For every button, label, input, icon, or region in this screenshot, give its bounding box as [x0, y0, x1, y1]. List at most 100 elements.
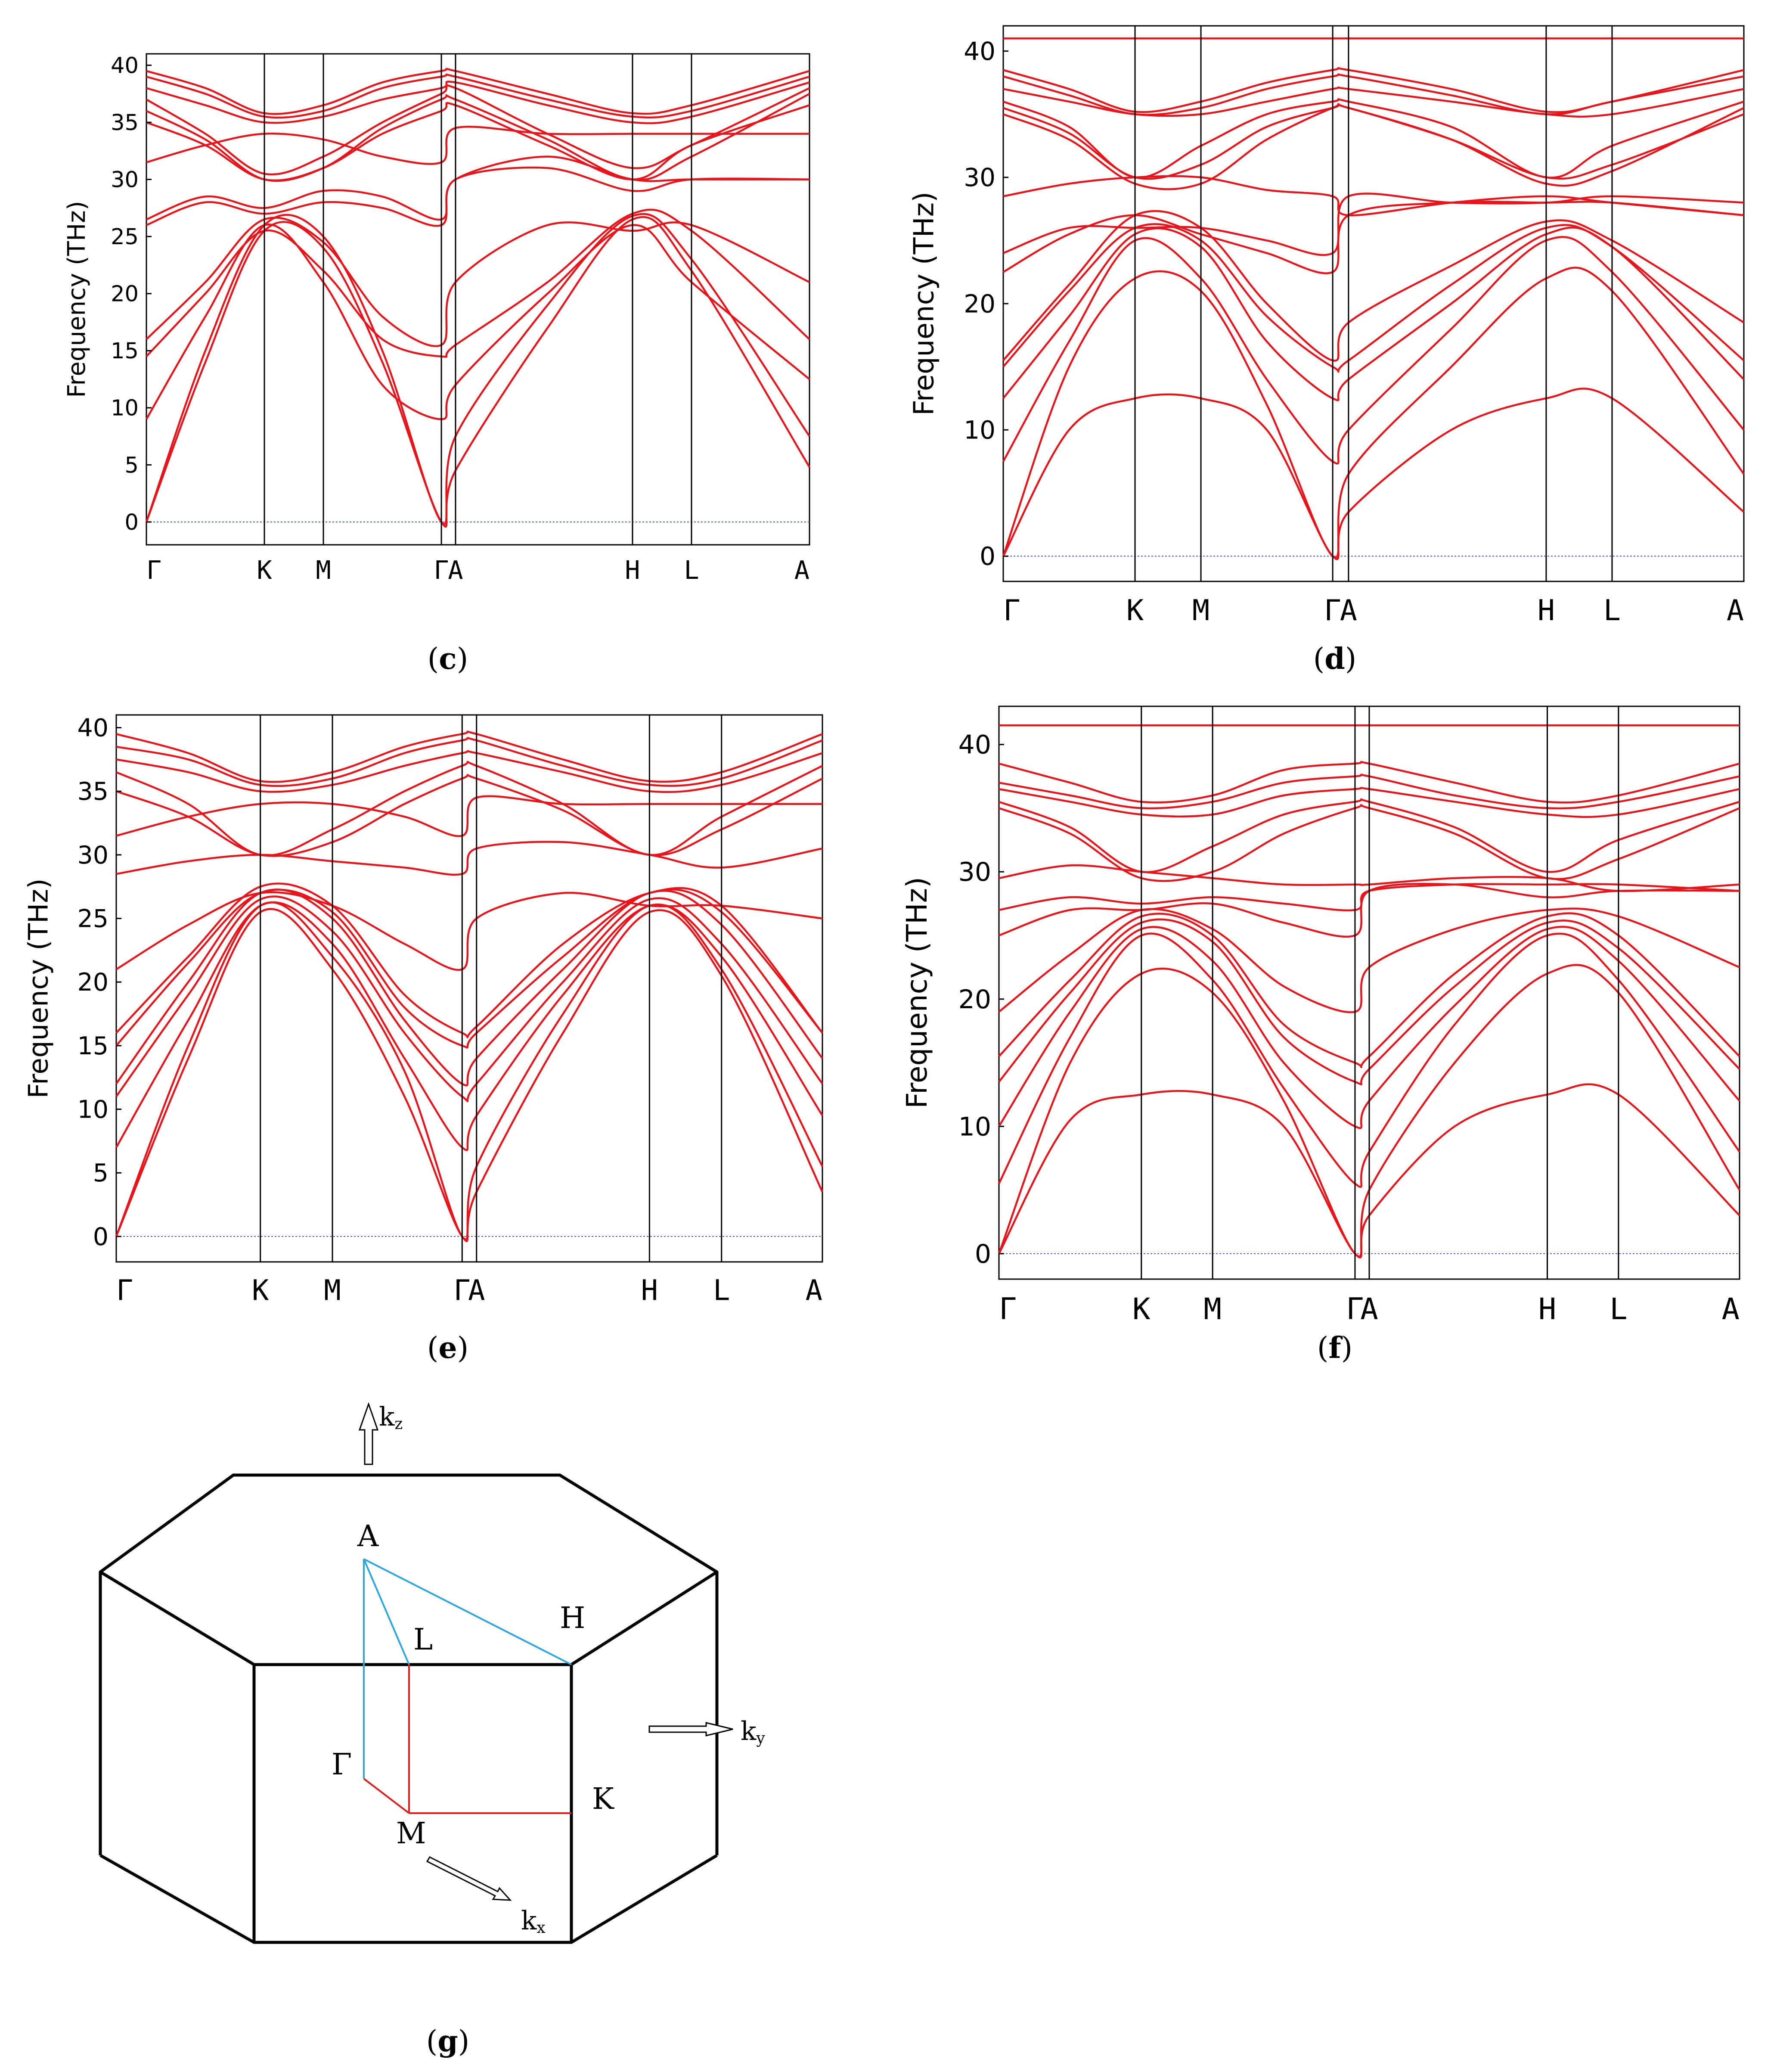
band-branch-6 [146, 166, 810, 227]
y-tick-label: 15 [111, 339, 139, 364]
y-tick-label: 20 [958, 985, 991, 1015]
kpoint-label: A [794, 556, 809, 585]
band-branch-13 [116, 750, 823, 793]
kpoint-label: A [1340, 593, 1357, 627]
band-branch-10 [116, 795, 822, 837]
band-branch-6 [998, 912, 1740, 1068]
kpoint-label: K [252, 1274, 269, 1307]
band-branch-14 [1003, 73, 1744, 116]
kpoint-label: M [316, 556, 331, 585]
kpoint-label: A [1721, 1292, 1740, 1326]
band-branch-11 [999, 804, 1740, 882]
kpoint-label: H [641, 1274, 658, 1307]
y-axis-label: Frequency (THz) [63, 201, 91, 398]
kpoint-label: A [468, 1274, 485, 1307]
label-kx: kx [521, 1906, 546, 1937]
kpoint-label: Γ [1324, 593, 1341, 627]
plot-frame [115, 714, 823, 1263]
kpoint-label: Γ [116, 1274, 133, 1307]
band-acoustic-3 [1002, 236, 1745, 465]
kpoint-label: Γ [146, 556, 161, 585]
band-branch-12 [999, 798, 1740, 873]
y-tick-label: 10 [964, 415, 995, 444]
band-branch-13 [999, 787, 1740, 818]
band-branch-12 [116, 761, 823, 857]
band-branch-6 [1002, 210, 1745, 362]
band-branch-9 [1003, 175, 1744, 217]
kx-arrow-icon [426, 1856, 512, 1901]
band-branch-9 [116, 841, 823, 876]
caption-d: (d) [1313, 642, 1357, 676]
kpoint-label: H [625, 556, 640, 585]
label-H: H [560, 1601, 585, 1635]
path-A-L [363, 1559, 410, 1665]
band-branch-14 [116, 737, 823, 787]
path-A-H [363, 1558, 572, 1665]
brillouin-zone-svg: A L H Γ M K kz ky kx [99, 1402, 765, 1944]
band-acoustic-1 [1002, 388, 1745, 560]
y-tick-label: 20 [964, 289, 995, 318]
y-tick-label: 35 [77, 777, 109, 806]
band-branch-10 [1003, 103, 1744, 190]
y-tick-label: 30 [958, 857, 991, 887]
band-branch-13 [146, 73, 810, 119]
path-Gamma-M [363, 1778, 410, 1814]
kpoint-label: Γ [1003, 593, 1020, 627]
y-tick-label: 0 [980, 542, 995, 571]
caption-g: (g) [426, 2024, 470, 2059]
y-axis-label: Frequency (THz) [909, 192, 940, 416]
kpoint-label: A [1360, 1292, 1378, 1326]
kpoint-label: Γ [999, 1292, 1017, 1326]
kpoint-label: K [1126, 593, 1144, 627]
chart-panel-f: Γ K M Γ A H L A 0 10 20 30 40 Frequency (THz) [900, 693, 1757, 1326]
band-branch-8 [999, 882, 1740, 938]
y-tick-label: 0 [93, 1223, 109, 1251]
band-acoustic-3 [146, 224, 810, 420]
y-tick-label: 25 [77, 905, 109, 933]
kpoint-label: L [684, 556, 699, 585]
kpoint-label: H [1538, 593, 1555, 627]
bz-top-face [99, 1473, 719, 1666]
kpoint-label: Γ [1346, 1292, 1364, 1326]
y-tick-label: 40 [77, 714, 109, 742]
y-tick-label: 20 [111, 282, 139, 307]
kpoint-label: K [257, 556, 272, 585]
kpoint-label: K [1132, 1292, 1151, 1326]
plot-frame [146, 53, 810, 546]
bz-bottom-edges [99, 1854, 718, 1944]
label-kz: kz [379, 1402, 403, 1433]
kpoint-label: M [324, 1274, 341, 1307]
y-tick-label: 40 [111, 53, 139, 78]
band-branch-7 [146, 155, 809, 221]
band-branch-14 [999, 774, 1740, 810]
chart-panel-c: Γ K M Γ A H L A 0 5 10 15 20 25 30 35 40 Frequency (THz) [63, 34, 822, 594]
band-branch-10 [146, 93, 810, 182]
brillouin-zone-diagram: A L H Γ M K kz ky kx [82, 1378, 765, 1973]
y-tick-label: 15 [77, 1032, 109, 1060]
y-tick-label: 0 [975, 1239, 991, 1269]
band-branch-13 [1003, 86, 1744, 118]
kpoint-label: L [1603, 593, 1621, 627]
kpoint-label: H [1538, 1292, 1557, 1326]
y-tick-label: 10 [958, 1112, 991, 1142]
label-M: M [396, 1817, 426, 1851]
y-tick-label: 40 [958, 730, 991, 760]
chart-panel-d: Γ K M Γ A H L A 0 10 20 30 40 Frequency (THz) [909, 9, 1761, 629]
y-tick-label: 20 [77, 968, 109, 997]
kpoint-label: L [713, 1274, 730, 1307]
kpoint-label: M [1192, 593, 1209, 627]
kpoint-label: A [448, 556, 463, 585]
y-tick-label: 10 [77, 1096, 109, 1124]
y-tick-label: 30 [77, 841, 109, 870]
band-branch-11 [146, 84, 810, 176]
band-branch-8 [1003, 193, 1744, 256]
kpoint-label: Γ [434, 556, 449, 585]
kpoint-label: A [806, 1274, 822, 1307]
kz-arrow-icon [358, 1402, 379, 1465]
kpoint-label: L [1610, 1292, 1628, 1326]
y-axis-label: Frequency (THz) [22, 878, 54, 1098]
